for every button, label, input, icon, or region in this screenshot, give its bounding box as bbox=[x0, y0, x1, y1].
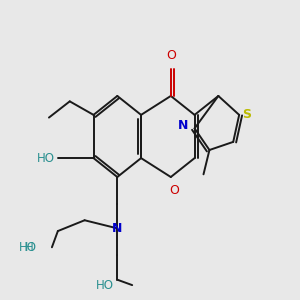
Text: N: N bbox=[112, 222, 122, 235]
Text: HO: HO bbox=[19, 241, 37, 254]
Text: O: O bbox=[166, 49, 176, 62]
Text: N: N bbox=[178, 119, 189, 132]
Text: O: O bbox=[169, 184, 179, 197]
Text: HO: HO bbox=[37, 152, 55, 165]
Text: S: S bbox=[242, 108, 251, 122]
Text: H: H bbox=[25, 241, 34, 254]
Text: HO: HO bbox=[96, 279, 114, 292]
